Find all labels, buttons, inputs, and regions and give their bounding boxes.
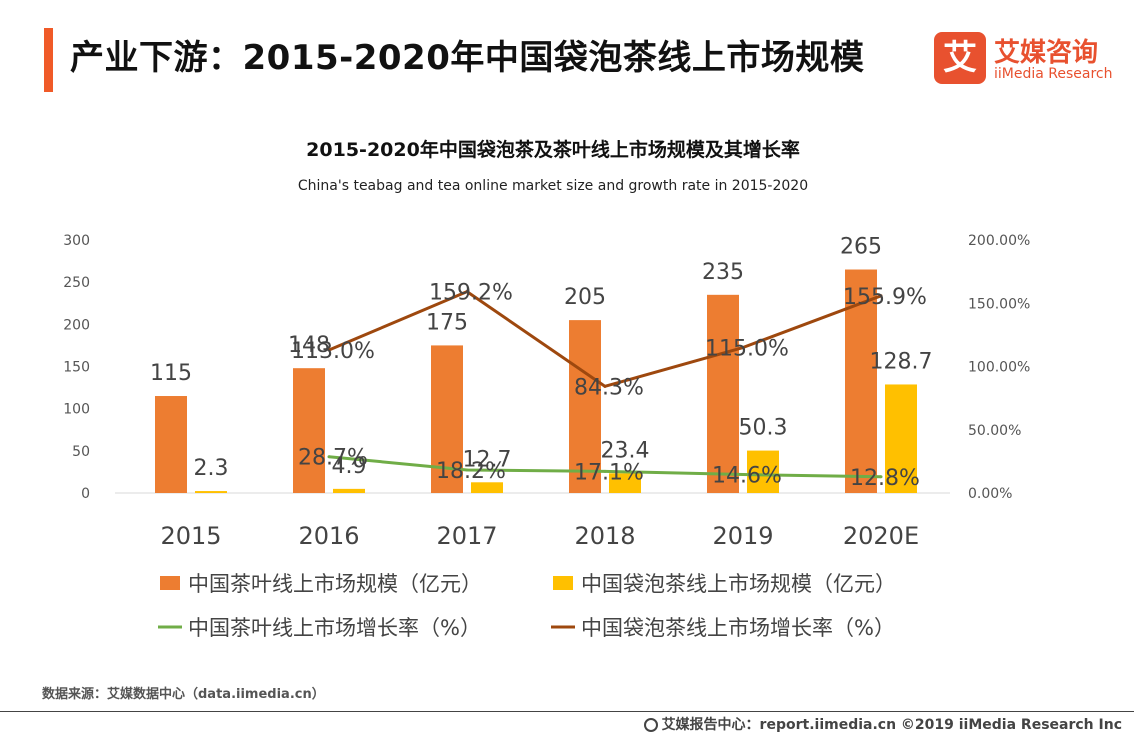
y-left-tick-label: 100 <box>63 402 90 418</box>
y-left-tick-label: 300 <box>63 233 90 249</box>
x-tick-label: 2020E <box>843 522 919 550</box>
footer-report-text: 艾媒报告中心：report.iimedia.cn ©2019 iiMedia R… <box>661 717 1122 733</box>
line-tea-label: 12.8% <box>850 466 920 491</box>
bar-teabag <box>471 482 503 493</box>
chart-subtitle: China's teabag and tea online market siz… <box>298 178 808 194</box>
bar-teabag-label: 4.9 <box>332 454 367 479</box>
line-teabag-point <box>465 290 469 294</box>
brand-logo-icon: 艾 <box>934 32 986 84</box>
line-teabag-point <box>879 294 883 298</box>
legend-label: 中国袋泡茶线上市场增长率（%） <box>581 616 895 640</box>
brand-name-cn: 艾媒咨询 <box>994 38 1099 68</box>
line-teabag-label: 113.0% <box>291 339 375 364</box>
page-title: 产业下游：2015-2020年中国袋泡茶线上市场规模 <box>70 38 865 78</box>
y-right-tick-label: 100.00% <box>968 360 1030 376</box>
line-teabag-point <box>603 384 607 388</box>
line-tea-label: 28.7% <box>298 446 368 471</box>
footer-divider <box>0 711 1134 712</box>
bar-tea-label: 115 <box>150 361 192 386</box>
legend-label: 中国茶叶线上市场增长率（%） <box>188 616 481 640</box>
line-teabag-point <box>327 348 331 352</box>
y-right-tick-label: 0.00% <box>968 486 1012 502</box>
globe-icon <box>643 718 658 732</box>
bar-tea <box>569 320 601 493</box>
brand-name-en: iiMedia Research <box>994 66 1113 82</box>
line-tea-point <box>327 455 331 459</box>
line-tea-point <box>741 473 745 477</box>
line-teabag-label: 159.2% <box>429 281 513 306</box>
bar-teabag <box>885 384 917 493</box>
y-left-tick-label: 0 <box>81 486 90 502</box>
legend-swatch <box>160 576 180 590</box>
legend-label: 中国茶叶线上市场规模（亿元） <box>188 572 482 596</box>
x-tick-label: 2016 <box>298 522 359 550</box>
bar-teabag-label: 2.3 <box>194 456 229 481</box>
bar-teabag <box>195 491 227 493</box>
bar-teabag-label: 23.4 <box>601 438 650 463</box>
bar-teabag <box>747 450 779 493</box>
y-right-tick-label: 150.00% <box>968 296 1030 312</box>
line-tea-label: 17.1% <box>574 460 644 485</box>
footer-report: 艾媒报告中心：report.iimedia.cn ©2019 iiMedia R… <box>643 714 1122 734</box>
line-tea-point <box>879 475 883 479</box>
x-tick-label: 2018 <box>574 522 635 550</box>
y-right-tick-label: 50.00% <box>968 423 1021 439</box>
legend-swatch <box>553 576 573 590</box>
line-teabag-label: 155.9% <box>843 285 927 310</box>
bar-teabag-label: 12.7 <box>463 447 512 472</box>
y-left-tick-label: 200 <box>63 317 90 333</box>
y-right-tick-label: 200.00% <box>968 233 1030 249</box>
bar-tea-label: 265 <box>840 235 882 260</box>
data-source: 数据来源：艾媒数据中心（data.iimedia.cn） <box>42 687 325 702</box>
line-teabag-label: 84.3% <box>574 375 644 400</box>
bar-teabag <box>609 473 641 493</box>
bar-teabag-label: 50.3 <box>739 416 788 441</box>
line-teabag-label: 115.0% <box>705 337 789 362</box>
bar-tea-label: 205 <box>564 285 606 310</box>
market-chart: 2015-2020年中国袋泡茶及茶叶线上市场规模及其增长率 China's te… <box>63 138 1030 640</box>
bar-tea <box>155 396 187 493</box>
line-tea-label: 18.2% <box>436 459 506 484</box>
legend-label: 中国袋泡茶线上市场规模（亿元） <box>581 572 896 596</box>
line-tea-point <box>603 469 607 473</box>
bar-teabag <box>333 488 365 493</box>
bar-tea-label: 175 <box>426 310 468 335</box>
y-left-tick-label: 150 <box>63 360 90 376</box>
x-tick-label: 2015 <box>160 522 221 550</box>
bar-tea <box>707 294 739 493</box>
line-tea-label: 14.6% <box>712 464 782 489</box>
y-left-tick-label: 50 <box>72 444 90 460</box>
line-tea-point <box>465 468 469 472</box>
chart-title: 2015-2020年中国袋泡茶及茶叶线上市场规模及其增长率 <box>306 138 800 161</box>
bar-teabag-label: 128.7 <box>870 349 933 374</box>
x-tick-label: 2017 <box>436 522 497 550</box>
bar-tea <box>293 368 325 493</box>
bar-tea-label: 235 <box>702 260 744 285</box>
line-teabag-point <box>741 346 745 350</box>
y-left-tick-label: 250 <box>63 275 90 291</box>
bar-tea-label: 148 <box>288 333 330 358</box>
x-tick-label: 2019 <box>712 522 773 550</box>
title-accent-bar <box>44 28 53 92</box>
